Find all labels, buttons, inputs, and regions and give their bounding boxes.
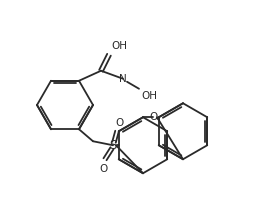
Text: S: S — [109, 139, 117, 152]
Text: O: O — [99, 164, 107, 174]
Text: OH: OH — [111, 41, 127, 51]
Text: OH: OH — [141, 91, 157, 101]
Text: O: O — [149, 112, 157, 122]
Text: N: N — [119, 74, 127, 84]
Text: O: O — [115, 118, 123, 128]
